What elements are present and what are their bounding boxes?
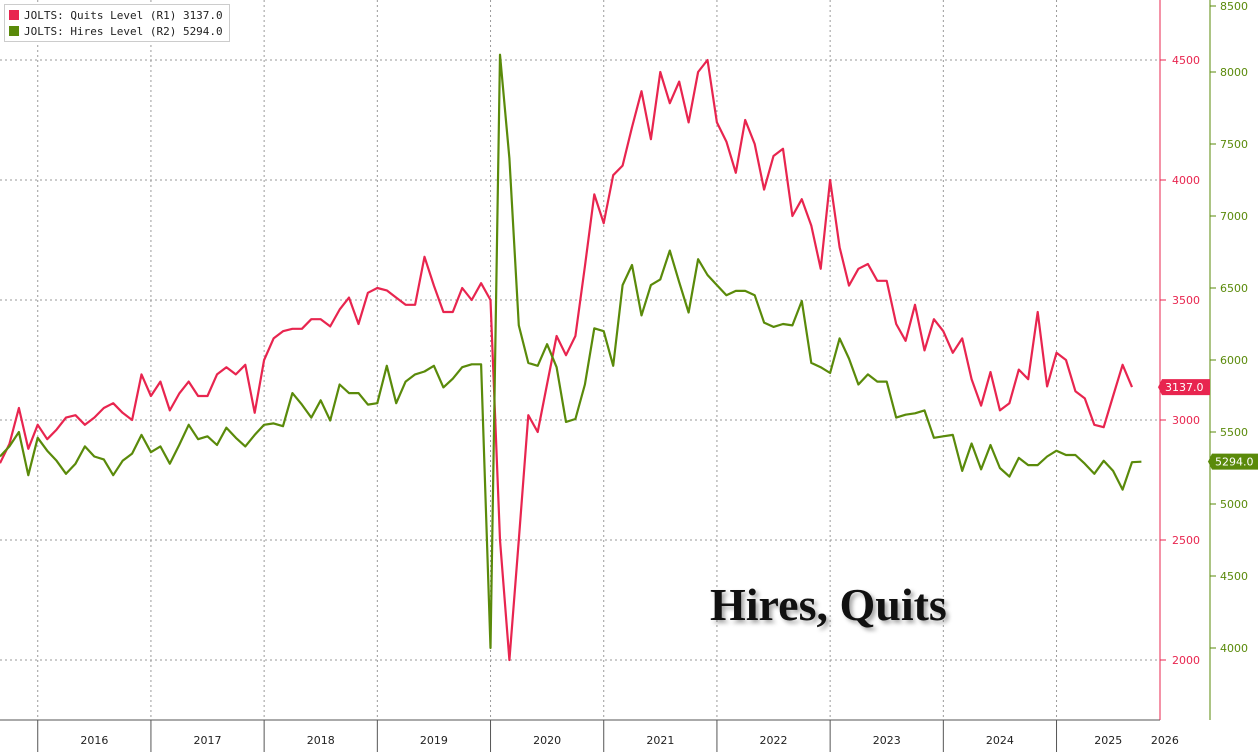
- series-lines: [0, 53, 1142, 662]
- x-tick-label: 2024: [986, 734, 1014, 747]
- legend-swatch-quits: [9, 10, 19, 20]
- svg-text:3137.0: 3137.0: [1165, 381, 1204, 394]
- x-tick-label: 2025: [1094, 734, 1122, 747]
- x-tick-label: 2019: [420, 734, 448, 747]
- r1-tick-label: 3500: [1172, 294, 1200, 307]
- last-value-labels: 3137.0 5294.0: [1158, 379, 1258, 470]
- legend-label-hires: JOLTS: Hires Level (R2) 5294.0: [24, 24, 223, 38]
- r1-tick-label: 4000: [1172, 174, 1200, 187]
- x-tick-label: 2022: [760, 734, 788, 747]
- r2-tick-label: 7000: [1220, 210, 1248, 223]
- r2-tick-label: 4500: [1220, 570, 1248, 583]
- right-axis-r1: 2000 2500 3000 3500 4000 4500: [1159, 0, 1200, 720]
- x-tick-label: 2020: [533, 734, 561, 747]
- r2-tick-label: 8000: [1220, 66, 1248, 79]
- last-value-label-quits: 3137.0: [1158, 379, 1210, 396]
- x-tick-label: 2017: [194, 734, 222, 747]
- r2-tick-label: 4000: [1220, 642, 1248, 655]
- chart-title: Hires, Quits: [710, 579, 947, 630]
- r1-tick-label: 2500: [1172, 534, 1200, 547]
- r2-tick-label: 7500: [1220, 138, 1248, 151]
- r2-tick-label: 5000: [1220, 498, 1248, 511]
- legend-entry-quits: JOLTS: Quits Level (R1) 3137.0: [9, 7, 223, 23]
- x-tick-label: 2023: [873, 734, 901, 747]
- legend: JOLTS: Quits Level (R1) 3137.0 JOLTS: Hi…: [4, 4, 230, 42]
- series-line-hires: [0, 53, 1142, 650]
- x-tick-label: 2021: [646, 734, 674, 747]
- r1-tick-label: 3000: [1172, 414, 1200, 427]
- r2-tick-label: 8500: [1220, 0, 1248, 13]
- r2-tick-label: 5500: [1220, 426, 1248, 439]
- x-tick-label: 2026: [1151, 734, 1179, 747]
- x-tick-label: 2018: [307, 734, 335, 747]
- r2-tick-label: 6500: [1220, 282, 1248, 295]
- legend-entry-hires: JOLTS: Hires Level (R2) 5294.0: [9, 23, 223, 39]
- legend-swatch-hires: [9, 26, 19, 36]
- x-axis: 2016 2017 2018 2019 2020 2021 2022 2023 2024 2025…: [0, 719, 1179, 752]
- r1-tick-label: 4500: [1172, 54, 1200, 67]
- right-axis-r2: 4000 4500 5000 5500 6000 6500 7000 7500 8000 8500: [1209, 0, 1248, 720]
- last-value-label-hires: 5294.0: [1208, 453, 1258, 470]
- r1-tick-label: 2000: [1172, 654, 1200, 667]
- svg-text:5294.0: 5294.0: [1215, 456, 1254, 469]
- r2-tick-label: 6000: [1220, 354, 1248, 367]
- x-tick-label: 2016: [80, 734, 108, 747]
- series-line-quits: [0, 58, 1134, 662]
- legend-label-quits: JOLTS: Quits Level (R1) 3137.0: [24, 8, 223, 22]
- chart-grid: [0, 0, 1160, 720]
